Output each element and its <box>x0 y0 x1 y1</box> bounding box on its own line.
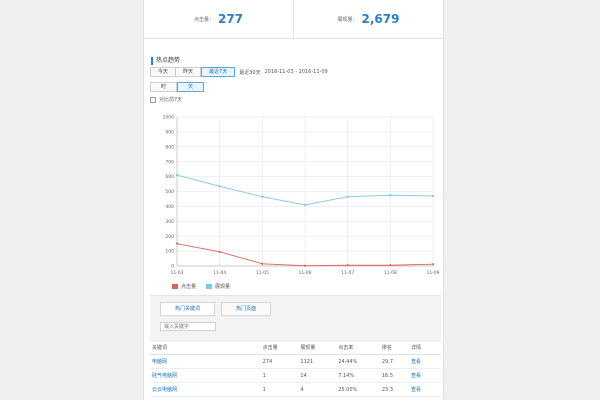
table-row: 硅气电脑网 1 14 7.14% 16.5 查看 <box>150 368 441 383</box>
data-point-impressions <box>175 174 179 177</box>
impressions-cell: 14 <box>298 368 337 383</box>
y-tick-label: 0 <box>171 264 174 270</box>
impressions-stat: 展现量： 2,679 <box>294 0 443 38</box>
clicks-label: 点击量： <box>193 16 214 23</box>
keyword-table: 关键词 点击量 展现量 点击率 排名 详情 电脑网 274 1121 24.44… <box>150 341 441 397</box>
range-30days-link[interactable]: 最近30天 <box>239 69 261 76</box>
keyword-link[interactable]: 硅气电脑网 <box>150 368 261 383</box>
x-tick-label: 11-08 <box>384 270 397 276</box>
chart-legend: 点击量 展现量 <box>172 283 240 290</box>
compare-toggle[interactable]: 对比前7天 <box>150 96 182 103</box>
view-details-link[interactable]: 查看 <box>408 382 441 397</box>
legend-swatch-impressions <box>206 284 213 289</box>
y-tick-label: 100 <box>165 249 174 255</box>
legend-item-clicks[interactable]: 点击量 <box>172 283 196 290</box>
y-tick-label: 600 <box>165 174 174 180</box>
tab-hot-keywords[interactable]: 热门关键词 <box>160 302 216 316</box>
section-title: 热点趋势 <box>151 57 180 65</box>
date-range-selector: 今天 昨天 最近7天 最近30天 2016-11-03 - 2016-11-09 <box>150 67 328 77</box>
col-impressions[interactable]: 展现量 <box>298 341 337 355</box>
y-tick-label: 400 <box>165 204 174 210</box>
main-panel: 点击量： 277 展现量： 2,679 热点趋势 今天 昨天 最近7天 最近30… <box>143 0 444 400</box>
ctr-cell: 7.14% <box>336 368 380 383</box>
legend-label-clicks: 点击量 <box>181 284 197 290</box>
x-tick-label: 11-03 <box>170 270 183 276</box>
range-7days-button[interactable]: 最近7天 <box>201 67 236 77</box>
rank-cell: 29.7 <box>379 354 409 369</box>
ctr-cell: 25.00% <box>336 382 380 397</box>
range-today-button[interactable]: 今天 <box>150 67 177 77</box>
legend-swatch-clicks <box>172 284 178 289</box>
unit-hour-button[interactable]: 时 <box>150 82 178 92</box>
compare-label: 对比前7天 <box>159 97 183 103</box>
keyword-panel: 热门关键词 热门页面 <box>150 295 441 342</box>
x-tick-label: 11-09 <box>426 270 439 276</box>
rank-cell: 16.5 <box>379 368 409 383</box>
data-point-clicks <box>431 263 435 266</box>
keyword-search-input[interactable] <box>160 322 216 331</box>
col-rank[interactable]: 排名 <box>379 341 409 355</box>
date-range-text[interactable]: 2016-11-03 - 2016-11-09 <box>264 69 328 75</box>
table-row: 电脑网 274 1121 24.44% 29.7 查看 <box>150 354 441 369</box>
keyword-link[interactable]: 电脑网 <box>150 354 261 369</box>
clicks-cell: 274 <box>260 354 299 369</box>
y-tick-label: 700 <box>165 159 174 165</box>
x-tick-label: 11-04 <box>213 270 226 276</box>
data-point-clicks <box>303 264 307 267</box>
data-point-clicks <box>175 242 179 245</box>
y-tick-label: 1000 <box>163 115 175 121</box>
data-point-clicks <box>261 262 264 265</box>
col-clicks[interactable]: 点击量 <box>260 341 299 355</box>
x-tick-label: 11-05 <box>256 270 269 276</box>
trend-chart: 0 100 200 300 400 500 600 700 800 900 1000 11-03 11-… <box>163 115 440 276</box>
impressions-cell: 4 <box>298 382 337 397</box>
data-point-clicks <box>346 264 349 267</box>
data-point-impressions <box>389 194 392 197</box>
data-point-impressions <box>346 195 349 198</box>
rank-cell: 23.3 <box>379 382 409 397</box>
view-details-link[interactable]: 查看 <box>408 354 441 369</box>
data-point-clicks <box>218 250 221 253</box>
x-tick-label: 11-06 <box>298 270 311 276</box>
impressions-cell: 1121 <box>298 354 337 369</box>
keyword-tabs: 热门关键词 热门页面 <box>160 302 277 316</box>
col-keyword[interactable]: 关键词 <box>150 341 261 355</box>
x-tick-label: 11-07 <box>341 270 354 276</box>
clicks-cell: 1 <box>260 368 299 383</box>
table-header-row: 关键词 点击量 展现量 点击率 排名 详情 <box>150 341 441 355</box>
data-point-impressions <box>218 185 221 188</box>
y-tick-label: 900 <box>165 130 174 136</box>
data-point-impressions <box>303 203 307 207</box>
y-tick-label: 800 <box>165 144 174 150</box>
clicks-cell: 1 <box>260 382 299 397</box>
ctr-cell: 24.44% <box>336 354 380 369</box>
compare-checkbox[interactable] <box>150 96 156 103</box>
legend-label-impressions: 展现量 <box>215 284 231 290</box>
view-details-link[interactable]: 查看 <box>408 368 441 383</box>
clicks-stat: 点击量： 277 <box>144 0 294 38</box>
stats-bar: 点击量： 277 展现量： 2,679 <box>144 0 443 39</box>
col-ctr[interactable]: 点击率 <box>336 341 380 355</box>
col-details: 详情 <box>408 341 441 355</box>
y-tick-label: 300 <box>165 219 174 225</box>
table-row: 云云电脑网 1 4 25.00% 23.3 查看 <box>150 382 441 397</box>
y-tick-label: 500 <box>165 189 174 195</box>
impressions-label: 展现量： <box>337 16 358 23</box>
unit-day-button[interactable]: 天 <box>177 82 205 92</box>
legend-item-impressions[interactable]: 展现量 <box>206 283 230 290</box>
impressions-value: 2,679 <box>361 12 400 26</box>
clicks-value: 277 <box>217 12 244 26</box>
range-yesterday-button[interactable]: 昨天 <box>176 67 202 77</box>
data-point-impressions <box>261 195 264 198</box>
keyword-link[interactable]: 云云电脑网 <box>150 382 261 397</box>
data-point-impressions <box>431 194 435 198</box>
data-point-clicks <box>389 264 392 267</box>
tab-hot-pages[interactable]: 热门页面 <box>221 302 272 316</box>
y-tick-label: 200 <box>165 234 174 240</box>
unit-selector: 时 天 <box>150 82 205 92</box>
